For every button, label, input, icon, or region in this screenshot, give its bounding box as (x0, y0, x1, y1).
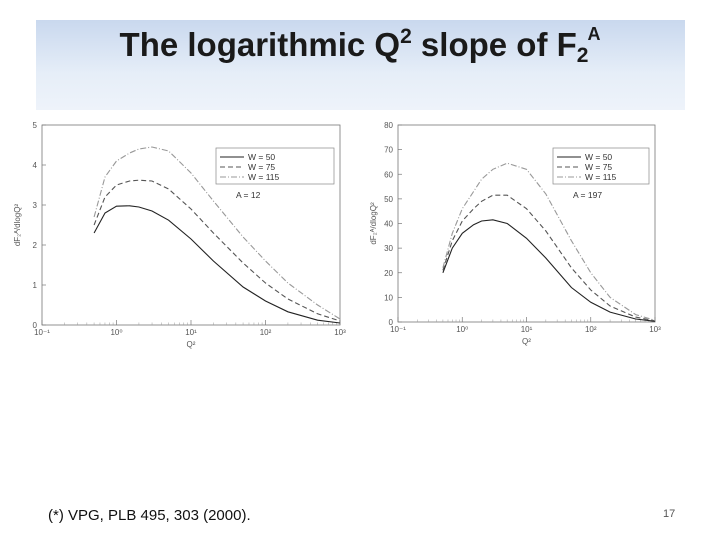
x-tick-label: 10³ (334, 328, 346, 337)
legend-label: W = 50 (248, 152, 275, 162)
y-tick-label: 30 (384, 244, 393, 253)
legend-box (215, 147, 335, 185)
y-tick-label: 60 (384, 170, 393, 179)
y-tick-label: 0 (33, 321, 38, 330)
title-superscript-a: A (587, 24, 601, 44)
reference-note: (*) VPG, PLB 495, 303 (2000). (48, 507, 251, 524)
y-tick-label: 70 (384, 146, 393, 155)
page-number: 17 (663, 508, 676, 520)
title-text-main: The logarithmic Q (119, 26, 401, 63)
annotation-label: A = 12 (236, 190, 261, 200)
x-tick-label: 10² (585, 325, 597, 334)
x-axis-label: Q² (187, 340, 196, 349)
x-tick-label: 10⁰ (110, 328, 122, 337)
x-tick-label: 10³ (649, 325, 661, 334)
title-band (36, 20, 685, 110)
annotation-label: A = 197 (573, 190, 602, 200)
x-tick-label: 10¹ (521, 325, 533, 334)
x-axis-label: Q² (522, 337, 531, 346)
plot-left: 10⁻¹ 10⁰ 10¹ 10² 10³ 0 1 2 3 4 5 Q² dF₂ᴬ/dlogQ² W = 5… (13, 121, 346, 349)
legend-box (552, 147, 650, 185)
y-tick-label: 5 (33, 121, 38, 130)
y-axis-label: dF₂ᴬ/dlogQ² (369, 202, 378, 245)
y-axis-label: dF₂ᴬ/dlogQ² (13, 204, 22, 247)
x-tick-label: 10⁻¹ (390, 325, 406, 334)
legend-label: W = 115 (248, 172, 280, 182)
x-tick-label: 10² (260, 328, 272, 337)
y-tick-label: 40 (384, 220, 393, 229)
y-tick-label: 0 (389, 318, 394, 327)
legend-label: W = 50 (585, 152, 612, 162)
series-line-w75 (93, 179, 341, 322)
series-line-w50 (93, 205, 341, 324)
y-tick-label: 20 (384, 269, 393, 278)
title-subscript: 2 (576, 44, 589, 67)
series-line-w50 (442, 219, 656, 322)
slide-title: The logarithmic Q2 slope of F2A (0, 24, 720, 68)
title-superscript: 2 (400, 25, 412, 48)
legend-label: W = 75 (585, 162, 612, 172)
y-tick-label: 10 (384, 293, 393, 302)
legend-label: W = 115 (585, 172, 617, 182)
y-tick-label: 3 (33, 201, 38, 210)
legend-label: W = 75 (248, 162, 275, 172)
y-tick-label: 1 (33, 281, 38, 290)
series-line-w75 (442, 194, 656, 322)
x-tick-label: 10¹ (185, 328, 197, 337)
plot-right: 10⁻¹ 10⁰ 10¹ 10² 10³ 0 10 20 30 40 50 60 70 80 Q² dF₂ᴬ/… (369, 121, 661, 346)
x-tick-label: 10⁰ (456, 325, 468, 334)
x-tick-label: 10⁻¹ (34, 328, 50, 337)
y-tick-label: 4 (33, 161, 38, 170)
y-tick-label: 50 (384, 195, 393, 204)
y-tick-label: 2 (33, 241, 38, 250)
series-line-w115 (93, 146, 341, 320)
title-text-mid: slope of F (411, 26, 577, 63)
y-tick-label: 80 (384, 121, 393, 130)
